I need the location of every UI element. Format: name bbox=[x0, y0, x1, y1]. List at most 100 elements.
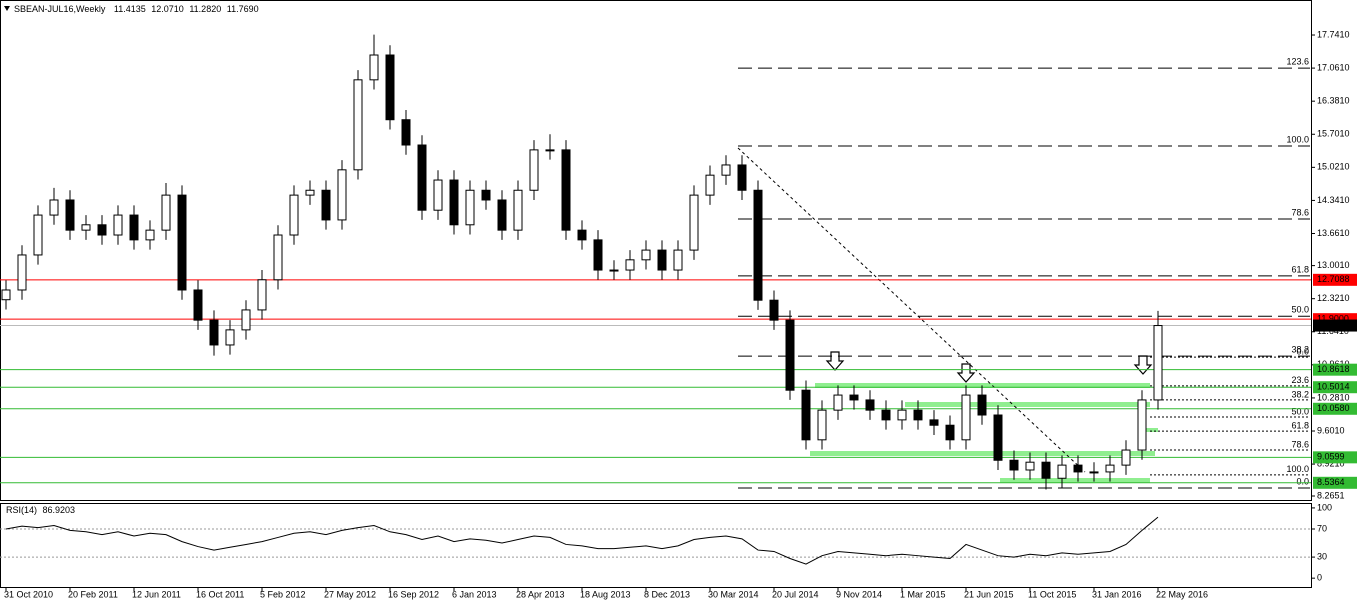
candle-body bbox=[529, 149, 539, 191]
x-tick-label: 20 Jul 2014 bbox=[772, 589, 819, 599]
candle-body bbox=[161, 194, 171, 231]
candle-body bbox=[657, 249, 667, 271]
candle-body bbox=[1, 289, 11, 301]
candle-body bbox=[33, 214, 43, 256]
candle-body bbox=[1041, 461, 1051, 479]
x-tick-label: 16 Sep 2012 bbox=[388, 589, 439, 599]
fib-label: 38.2 bbox=[1291, 389, 1309, 399]
candle-body bbox=[81, 224, 91, 231]
candle-body bbox=[753, 189, 763, 301]
candle-body bbox=[1073, 464, 1083, 473]
candle-body bbox=[945, 424, 955, 441]
candle-body bbox=[1057, 464, 1067, 479]
fib-label: 0.0 bbox=[1296, 346, 1309, 356]
candle-body bbox=[289, 194, 299, 236]
candle-body bbox=[577, 229, 587, 241]
x-tick-label: 18 Aug 2013 bbox=[580, 589, 631, 599]
candle-body bbox=[385, 54, 395, 121]
quote-high: 12.0710 bbox=[151, 4, 184, 14]
candle-body bbox=[929, 419, 939, 426]
price-box bbox=[1313, 381, 1357, 394]
candle-body bbox=[369, 54, 379, 81]
price-box-label: 10.5014 bbox=[1317, 382, 1350, 392]
x-tick-label: 31 Jan 2016 bbox=[1092, 589, 1142, 599]
y-tick-label: 8.2651 bbox=[1317, 490, 1345, 500]
candle-body bbox=[1153, 325, 1163, 401]
y-tick-label: 17.0610 bbox=[1317, 62, 1350, 72]
arrow bbox=[956, 363, 976, 383]
candle-body bbox=[689, 194, 699, 251]
zone bbox=[1000, 478, 1150, 483]
price-box bbox=[1313, 476, 1357, 489]
price-box-label: 10.0580 bbox=[1317, 403, 1350, 413]
price-box-label: 12.7088 bbox=[1317, 274, 1350, 284]
price-box-label: 10.8618 bbox=[1317, 364, 1350, 374]
symbol: SBEAN-JUL16,Weekly bbox=[14, 4, 106, 14]
quote-close: 11.7690 bbox=[227, 4, 259, 14]
candle-body bbox=[977, 394, 987, 416]
x-tick-label: 1 Mar 2015 bbox=[900, 589, 946, 599]
candle-body bbox=[129, 214, 139, 241]
rsi-tick-label: 30 bbox=[1317, 551, 1327, 561]
candle-body bbox=[417, 144, 427, 211]
candle-body bbox=[241, 309, 251, 331]
quote-open: 11.4135 bbox=[114, 4, 146, 14]
zone bbox=[1138, 428, 1158, 432]
x-tick-label: 30 Mar 2014 bbox=[708, 589, 759, 599]
candle-body bbox=[337, 169, 347, 221]
candle-body bbox=[625, 259, 635, 271]
menu-triangle bbox=[4, 6, 10, 11]
fib-label: 78.6 bbox=[1291, 207, 1309, 217]
candle-body bbox=[273, 234, 283, 281]
price-box-label: 11.9000 bbox=[1317, 314, 1349, 324]
rsi-tick-label: 70 bbox=[1317, 523, 1327, 533]
price-box bbox=[1313, 319, 1357, 332]
fib-label: 38.2 bbox=[1291, 345, 1309, 355]
candle-body bbox=[609, 269, 619, 272]
x-tick-label: 5 Feb 2012 bbox=[260, 589, 306, 599]
candle-body bbox=[849, 394, 859, 401]
price-box-label: 11.7690 bbox=[1317, 320, 1349, 330]
fib-label: 61.8 bbox=[1291, 264, 1309, 274]
candle-body bbox=[209, 319, 219, 346]
x-tick-label: 9 Nov 2014 bbox=[836, 589, 882, 599]
candle-body bbox=[113, 214, 123, 236]
y-tick-label: 17.7410 bbox=[1317, 29, 1350, 39]
fib-label: 0.0 bbox=[1296, 476, 1309, 486]
candle-body bbox=[449, 179, 459, 226]
candle-body bbox=[913, 409, 923, 421]
price-box-label: 8.5364 bbox=[1317, 477, 1345, 487]
candle-body bbox=[1121, 449, 1131, 466]
price-box bbox=[1313, 273, 1357, 286]
arrow bbox=[1133, 355, 1153, 375]
price-box bbox=[1313, 402, 1357, 415]
price-box bbox=[1313, 451, 1357, 464]
candle-body bbox=[65, 199, 75, 231]
price-box-label: 9.0599 bbox=[1317, 452, 1345, 462]
y-tick-label: 9.6010 bbox=[1317, 425, 1345, 435]
candle-body bbox=[961, 394, 971, 441]
candle-body bbox=[1009, 459, 1019, 471]
candle-body bbox=[801, 389, 811, 441]
y-tick-label: 14.3410 bbox=[1317, 195, 1350, 205]
fib-label: 100.0 bbox=[1286, 134, 1309, 144]
candle-body bbox=[545, 149, 555, 152]
x-tick-label: 20 Feb 2011 bbox=[68, 589, 118, 599]
x-tick-label: 27 May 2012 bbox=[324, 589, 376, 599]
candle-body bbox=[257, 279, 267, 311]
rsi-line bbox=[5, 516, 1159, 565]
candle-body bbox=[321, 189, 331, 221]
x-tick-label: 31 Oct 2010 bbox=[4, 589, 53, 599]
rsi-tick-label: 0 bbox=[1317, 573, 1322, 583]
y-tick-label: 16.3810 bbox=[1317, 96, 1350, 106]
fib-label: 100.0 bbox=[1286, 464, 1309, 474]
fib-label: 78.6 bbox=[1291, 439, 1309, 449]
quote-low: 11.2820 bbox=[189, 4, 221, 14]
candle-body bbox=[561, 149, 571, 231]
y-tick-label: 10.2810 bbox=[1317, 392, 1350, 402]
candle-body bbox=[97, 224, 107, 236]
candle-body bbox=[865, 399, 875, 411]
fib-label: 50.0 bbox=[1291, 406, 1309, 416]
candle-body bbox=[737, 164, 747, 191]
